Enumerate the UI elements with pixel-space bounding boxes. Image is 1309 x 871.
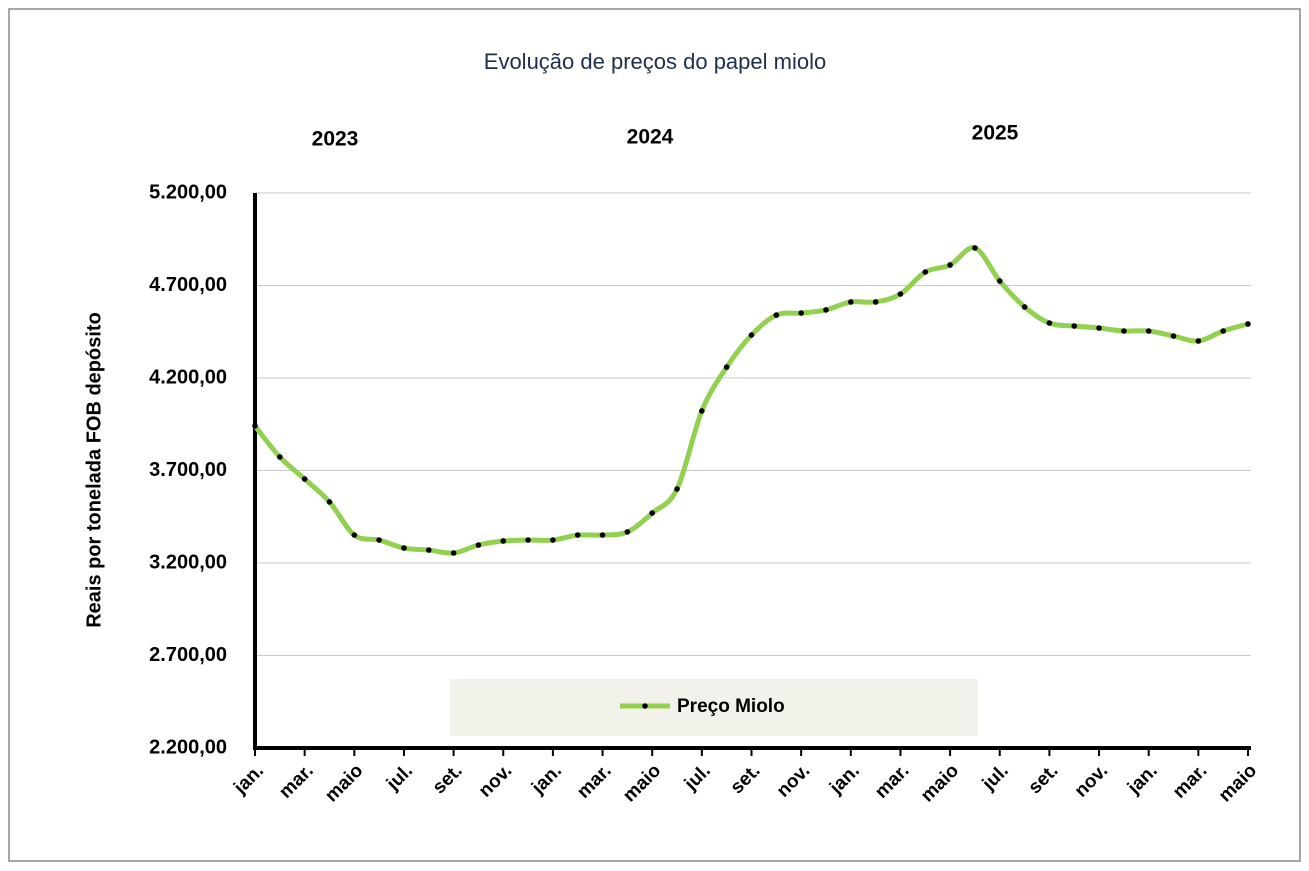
data-point: [1170, 333, 1177, 339]
y-tick-label: 3.700,00: [149, 459, 227, 481]
data-point: [376, 537, 382, 543]
y-tick-label: 3.200,00: [149, 551, 227, 573]
data-point: [972, 245, 978, 251]
data-point: [1245, 321, 1251, 327]
data-point: [500, 538, 507, 544]
data-point: [723, 364, 730, 370]
y-tick-label: 4.700,00: [149, 274, 227, 296]
year-label: 2023: [312, 128, 359, 151]
data-point: [1046, 320, 1053, 326]
data-point: [1096, 325, 1102, 331]
year-label: 2024: [627, 126, 674, 149]
data-point: [748, 332, 755, 338]
y-tick-label: 5.200,00: [149, 181, 227, 203]
data-point: [823, 307, 829, 313]
data-point: [301, 476, 308, 482]
data-point: [649, 510, 655, 516]
data-point: [1145, 328, 1152, 334]
data-point: [475, 542, 482, 548]
legend-label: Preço Miolo: [677, 696, 785, 717]
data-point: [525, 537, 531, 543]
data-point: [1021, 304, 1028, 310]
data-point: [922, 269, 929, 275]
data-point: [574, 532, 581, 538]
data-point: [1195, 338, 1202, 344]
data-point: [848, 299, 854, 305]
data-point: [1071, 323, 1078, 329]
y-tick-label: 4.200,00: [149, 366, 227, 388]
data-point: [773, 312, 780, 318]
data-point: [252, 423, 258, 429]
y-tick-label: 2.700,00: [149, 644, 227, 666]
data-point: [425, 547, 432, 553]
data-point: [872, 299, 879, 305]
data-point: [897, 291, 904, 297]
data-point: [996, 278, 1003, 284]
data-point: [401, 545, 407, 551]
data-point: [798, 310, 804, 316]
data-point: [699, 408, 705, 414]
data-point: [450, 550, 457, 556]
data-point: [624, 529, 631, 535]
data-point: [326, 499, 333, 505]
data-point: [947, 262, 953, 268]
chart-title: Evolução de preços do papel miolo: [484, 49, 826, 74]
data-point: [351, 532, 358, 538]
data-point: [674, 486, 680, 492]
data-point: [1220, 328, 1226, 334]
legend-box: [450, 679, 978, 736]
data-point: [599, 532, 606, 538]
legend-marker: [642, 703, 648, 709]
data-point: [277, 454, 283, 460]
year-label: 2025: [972, 122, 1019, 145]
data-point: [1121, 328, 1127, 334]
y-axis-label: Reais por tonelada FOB depósito: [83, 312, 105, 628]
y-tick-label: 2.200,00: [149, 736, 227, 758]
data-point: [550, 537, 556, 543]
